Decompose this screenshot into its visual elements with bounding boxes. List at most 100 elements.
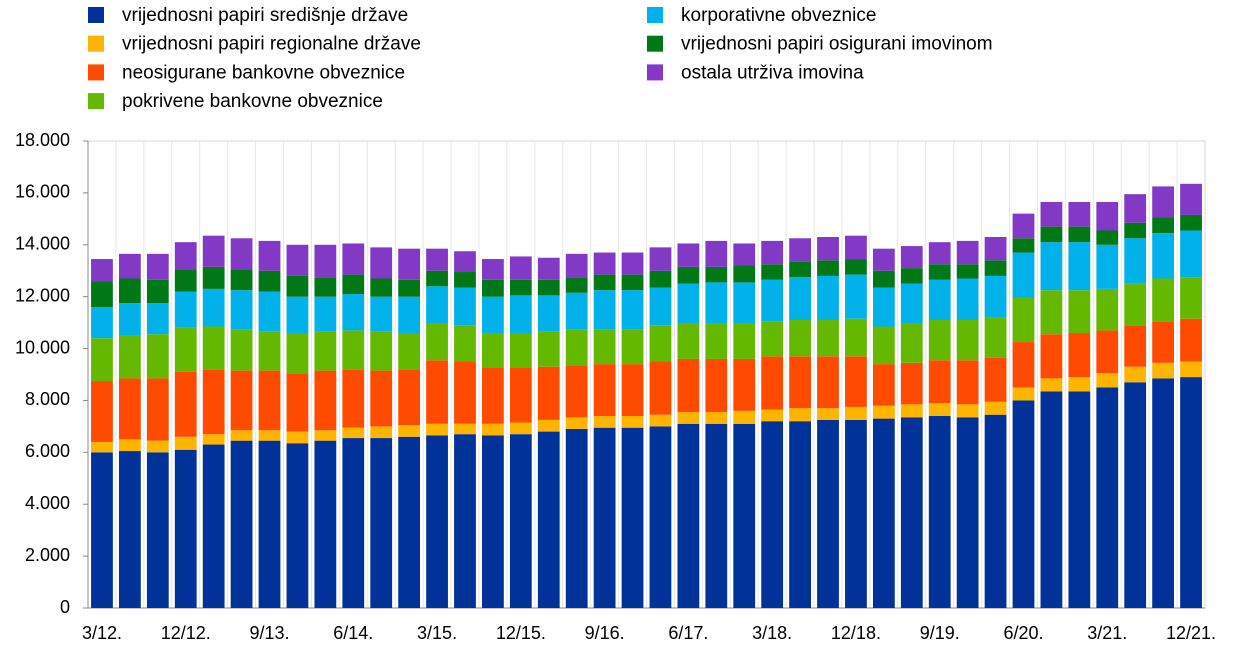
bar-segment (817, 356, 839, 409)
bar-segment (1152, 278, 1175, 322)
bar-segment (984, 401, 1007, 415)
bar-segment (482, 259, 504, 280)
bar-segment (426, 248, 448, 271)
bar-segment (1124, 238, 1147, 284)
bar-segment (705, 240, 728, 267)
x-tick-label: 3/15. (417, 623, 457, 643)
bar-segment (426, 270, 448, 287)
legend-label: neosigurane bankovne obveznice (122, 62, 405, 83)
bar-segment (900, 417, 923, 608)
bar-segment (1096, 230, 1119, 245)
x-tick-label: 9/13. (249, 623, 289, 643)
bar-segment (258, 440, 281, 608)
bar-segment (677, 283, 700, 324)
bar-segment (537, 419, 560, 432)
bar-segment (174, 291, 197, 328)
bar-segment (118, 378, 141, 440)
bar-segment (482, 435, 504, 608)
bar-segment (900, 323, 923, 363)
bar-segment (593, 274, 616, 291)
bar-segment (956, 404, 979, 418)
bar-segment (146, 378, 169, 441)
bar-segment (872, 326, 895, 365)
bar-segment (649, 287, 672, 326)
bar-segment (230, 440, 253, 608)
y-tick-label: 10.000 (15, 337, 70, 357)
bar-segment (565, 329, 588, 366)
bar-segment (454, 361, 476, 424)
bar-segment (118, 253, 141, 279)
bar-segment (426, 435, 448, 608)
bar-segment (956, 264, 979, 279)
bar-segment (817, 236, 839, 261)
bar-segment (565, 417, 588, 429)
bar-segment (398, 369, 421, 426)
bar-segment (537, 257, 560, 280)
bar-segment (370, 438, 393, 608)
bar-segment (761, 264, 784, 280)
bar-segment (202, 444, 225, 608)
y-tick-label: 16.000 (15, 182, 70, 202)
bar-segment (537, 366, 560, 420)
x-tick-label: 3/18. (752, 623, 792, 643)
bar-segment (1096, 288, 1119, 331)
bar-segment (118, 451, 141, 608)
y-tick-label: 4.000 (25, 493, 70, 513)
bar-segment (1012, 342, 1035, 388)
bar-segment (1124, 283, 1147, 326)
bar-segment (286, 275, 309, 297)
bar-segment (789, 408, 811, 422)
legend-label: ostala utrživa imovina (681, 62, 864, 83)
bar-segment (202, 326, 225, 370)
bar-segment (202, 288, 225, 327)
bar-segment (286, 373, 309, 432)
y-tick-label: 12.000 (15, 285, 70, 305)
bar-segment (1012, 297, 1035, 343)
bar-segment (370, 247, 393, 279)
bar-segment (1012, 387, 1035, 401)
bar-segment (370, 278, 393, 297)
bar-segment (286, 443, 309, 608)
bar-segment (649, 270, 672, 288)
bar-segment (286, 431, 309, 444)
bar-segment (509, 434, 532, 608)
bar-segment (342, 438, 365, 608)
bar-segment (1012, 252, 1035, 298)
x-tick-label: 9/16. (585, 623, 625, 643)
bar-segment (1124, 194, 1147, 223)
bar-segment (370, 370, 393, 427)
bar-segment (398, 436, 421, 608)
bar-segment (761, 321, 784, 357)
legend-swatch (647, 7, 663, 23)
bar-segment (342, 330, 365, 370)
bar-segment (817, 408, 839, 420)
bar-segment (649, 325, 672, 362)
bar-segment (426, 323, 448, 361)
bar-segment (593, 364, 616, 417)
bar-segment (789, 421, 811, 608)
bar-segment (1012, 400, 1035, 608)
bar-segment (845, 235, 867, 260)
bar-segment (705, 358, 728, 413)
bar-segment (733, 265, 756, 283)
bar-segment (677, 412, 700, 424)
bar-segment (482, 279, 504, 297)
bar-segment (454, 251, 476, 273)
bar-segment (789, 320, 811, 357)
bar-segment (1152, 321, 1175, 363)
bar-segment (984, 317, 1007, 358)
bar-segment (314, 430, 337, 441)
bar-segment (872, 248, 895, 271)
bar-segment (1012, 238, 1035, 253)
bar-segment (1040, 334, 1063, 379)
legend-swatch (88, 93, 104, 110)
x-tick-label: 3/12. (82, 623, 122, 643)
bar-segment (370, 331, 393, 371)
bar-segment (482, 296, 504, 333)
x-tick-label: 12/12. (161, 623, 211, 643)
bar-segment (984, 357, 1007, 402)
bar-segment (509, 279, 532, 296)
bar-segment (900, 283, 923, 324)
bar-segment (1180, 361, 1202, 378)
